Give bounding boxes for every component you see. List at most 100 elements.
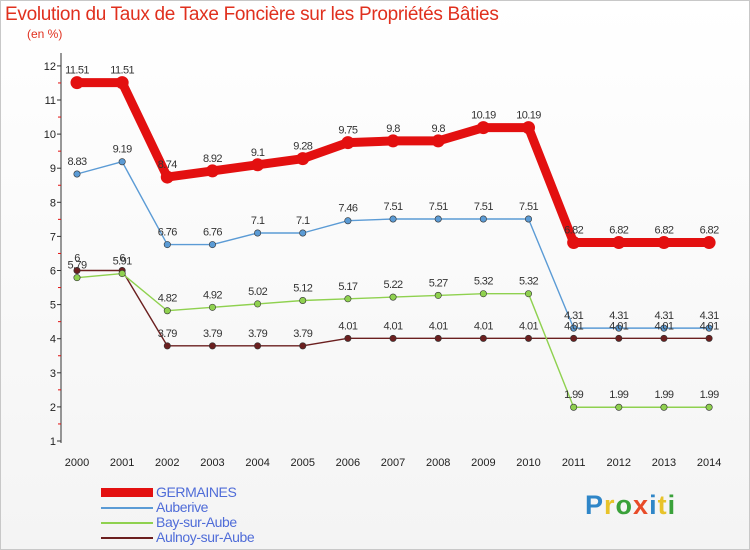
data-point — [570, 403, 578, 411]
data-label: 8.92 — [203, 153, 222, 165]
data-point — [479, 215, 487, 223]
data-label: 6.82 — [564, 225, 583, 237]
data-label: 9.8 — [431, 123, 445, 135]
data-label: 5.32 — [519, 276, 538, 288]
logo-letter: P — [585, 490, 605, 520]
data-label: 9.19 — [113, 144, 132, 156]
data-point — [524, 290, 532, 298]
data-point — [612, 236, 626, 250]
x-tick-label: 2009 — [471, 457, 495, 469]
y-tick-label: 2 — [50, 402, 56, 414]
x-tick-label: 2007 — [381, 457, 405, 469]
data-point — [434, 215, 442, 223]
data-point — [567, 236, 581, 250]
data-label: 5.17 — [338, 281, 357, 293]
data-label: 4.92 — [203, 289, 222, 301]
x-tick-label: 2010 — [516, 457, 540, 469]
data-point — [163, 342, 171, 350]
legend-swatch — [101, 507, 153, 509]
data-label: 6 — [74, 253, 80, 265]
data-label: 4.31 — [564, 310, 583, 322]
data-point — [705, 324, 713, 332]
data-point — [208, 342, 216, 350]
data-label: 6.82 — [654, 225, 673, 237]
data-point — [476, 121, 490, 135]
data-label: 3.79 — [158, 328, 177, 340]
data-point — [431, 134, 445, 148]
logo-letter: i — [649, 490, 658, 520]
data-point — [702, 236, 716, 250]
data-point — [118, 270, 126, 278]
legend-label: GERMAINES — [156, 484, 237, 500]
data-label: 5.12 — [293, 283, 312, 295]
data-point — [386, 134, 400, 148]
data-point — [434, 334, 442, 342]
logo-letter: x — [633, 490, 650, 520]
chart-subtitle: (en %) — [27, 27, 63, 41]
data-point — [299, 342, 307, 350]
data-label: 5.32 — [474, 276, 493, 288]
proxiti-logo: Proxiti — [585, 490, 676, 521]
legend-item: Aulnoy-sur-Aube — [101, 529, 361, 545]
data-label: 4.01 — [700, 320, 719, 332]
data-point — [570, 324, 578, 332]
x-tick-label: 2000 — [65, 457, 89, 469]
x-tick-label: 2012 — [607, 457, 631, 469]
x-tick-label: 2008 — [426, 457, 450, 469]
y-tick-label: 11 — [45, 95, 56, 107]
data-label: 7.1 — [251, 215, 265, 227]
data-point — [389, 293, 397, 301]
data-point — [73, 274, 81, 282]
data-label: 1.99 — [564, 389, 583, 401]
data-label: 4.01 — [609, 320, 628, 332]
data-label: 4.01 — [429, 320, 448, 332]
data-label: 4.31 — [700, 310, 719, 322]
legend-swatch — [101, 488, 153, 497]
data-point — [524, 215, 532, 223]
data-label: 6.76 — [158, 227, 177, 239]
data-label: 7.51 — [519, 201, 538, 213]
data-point — [73, 170, 81, 178]
data-point — [163, 241, 171, 249]
x-tick-label: 2004 — [245, 457, 269, 469]
data-point — [615, 334, 623, 342]
y-tick-label: 8 — [50, 197, 56, 209]
x-tick-label: 2002 — [155, 457, 179, 469]
data-label: 3.79 — [293, 328, 312, 340]
data-label: 9.8 — [386, 123, 400, 135]
data-point — [344, 217, 352, 225]
data-label: 1.99 — [609, 389, 628, 401]
data-label: 7.1 — [296, 215, 310, 227]
data-point — [660, 403, 668, 411]
data-label: 4.01 — [519, 320, 538, 332]
data-label: 5.27 — [429, 277, 448, 289]
data-label: 4.01 — [654, 320, 673, 332]
data-point — [570, 334, 578, 342]
data-label: 9.75 — [338, 125, 357, 137]
y-tick-label: 5 — [50, 300, 56, 312]
data-label: 7.51 — [384, 201, 403, 213]
y-tick-label: 12 — [44, 61, 56, 73]
data-label: 11.51 — [65, 65, 89, 77]
data-label: 10.19 — [516, 110, 541, 122]
data-point — [296, 152, 310, 166]
data-point — [705, 403, 713, 411]
data-point — [115, 76, 129, 90]
logo-letter: o — [615, 490, 634, 520]
data-label: 3.79 — [203, 328, 222, 340]
data-label: 3.79 — [248, 328, 267, 340]
legend-label: Auberive — [156, 499, 209, 515]
data-label: 11.51 — [110, 65, 134, 77]
data-point — [660, 334, 668, 342]
y-tick-label: 7 — [50, 231, 56, 243]
data-label: 6.82 — [609, 225, 628, 237]
x-tick-label: 2013 — [652, 457, 676, 469]
data-label: 4.01 — [338, 320, 357, 332]
data-label: 7.46 — [338, 203, 357, 215]
data-point — [615, 403, 623, 411]
legend-swatch — [101, 522, 153, 524]
legend-item: GERMAINES — [101, 484, 361, 500]
data-label: 4.01 — [384, 320, 403, 332]
data-point — [251, 158, 265, 172]
